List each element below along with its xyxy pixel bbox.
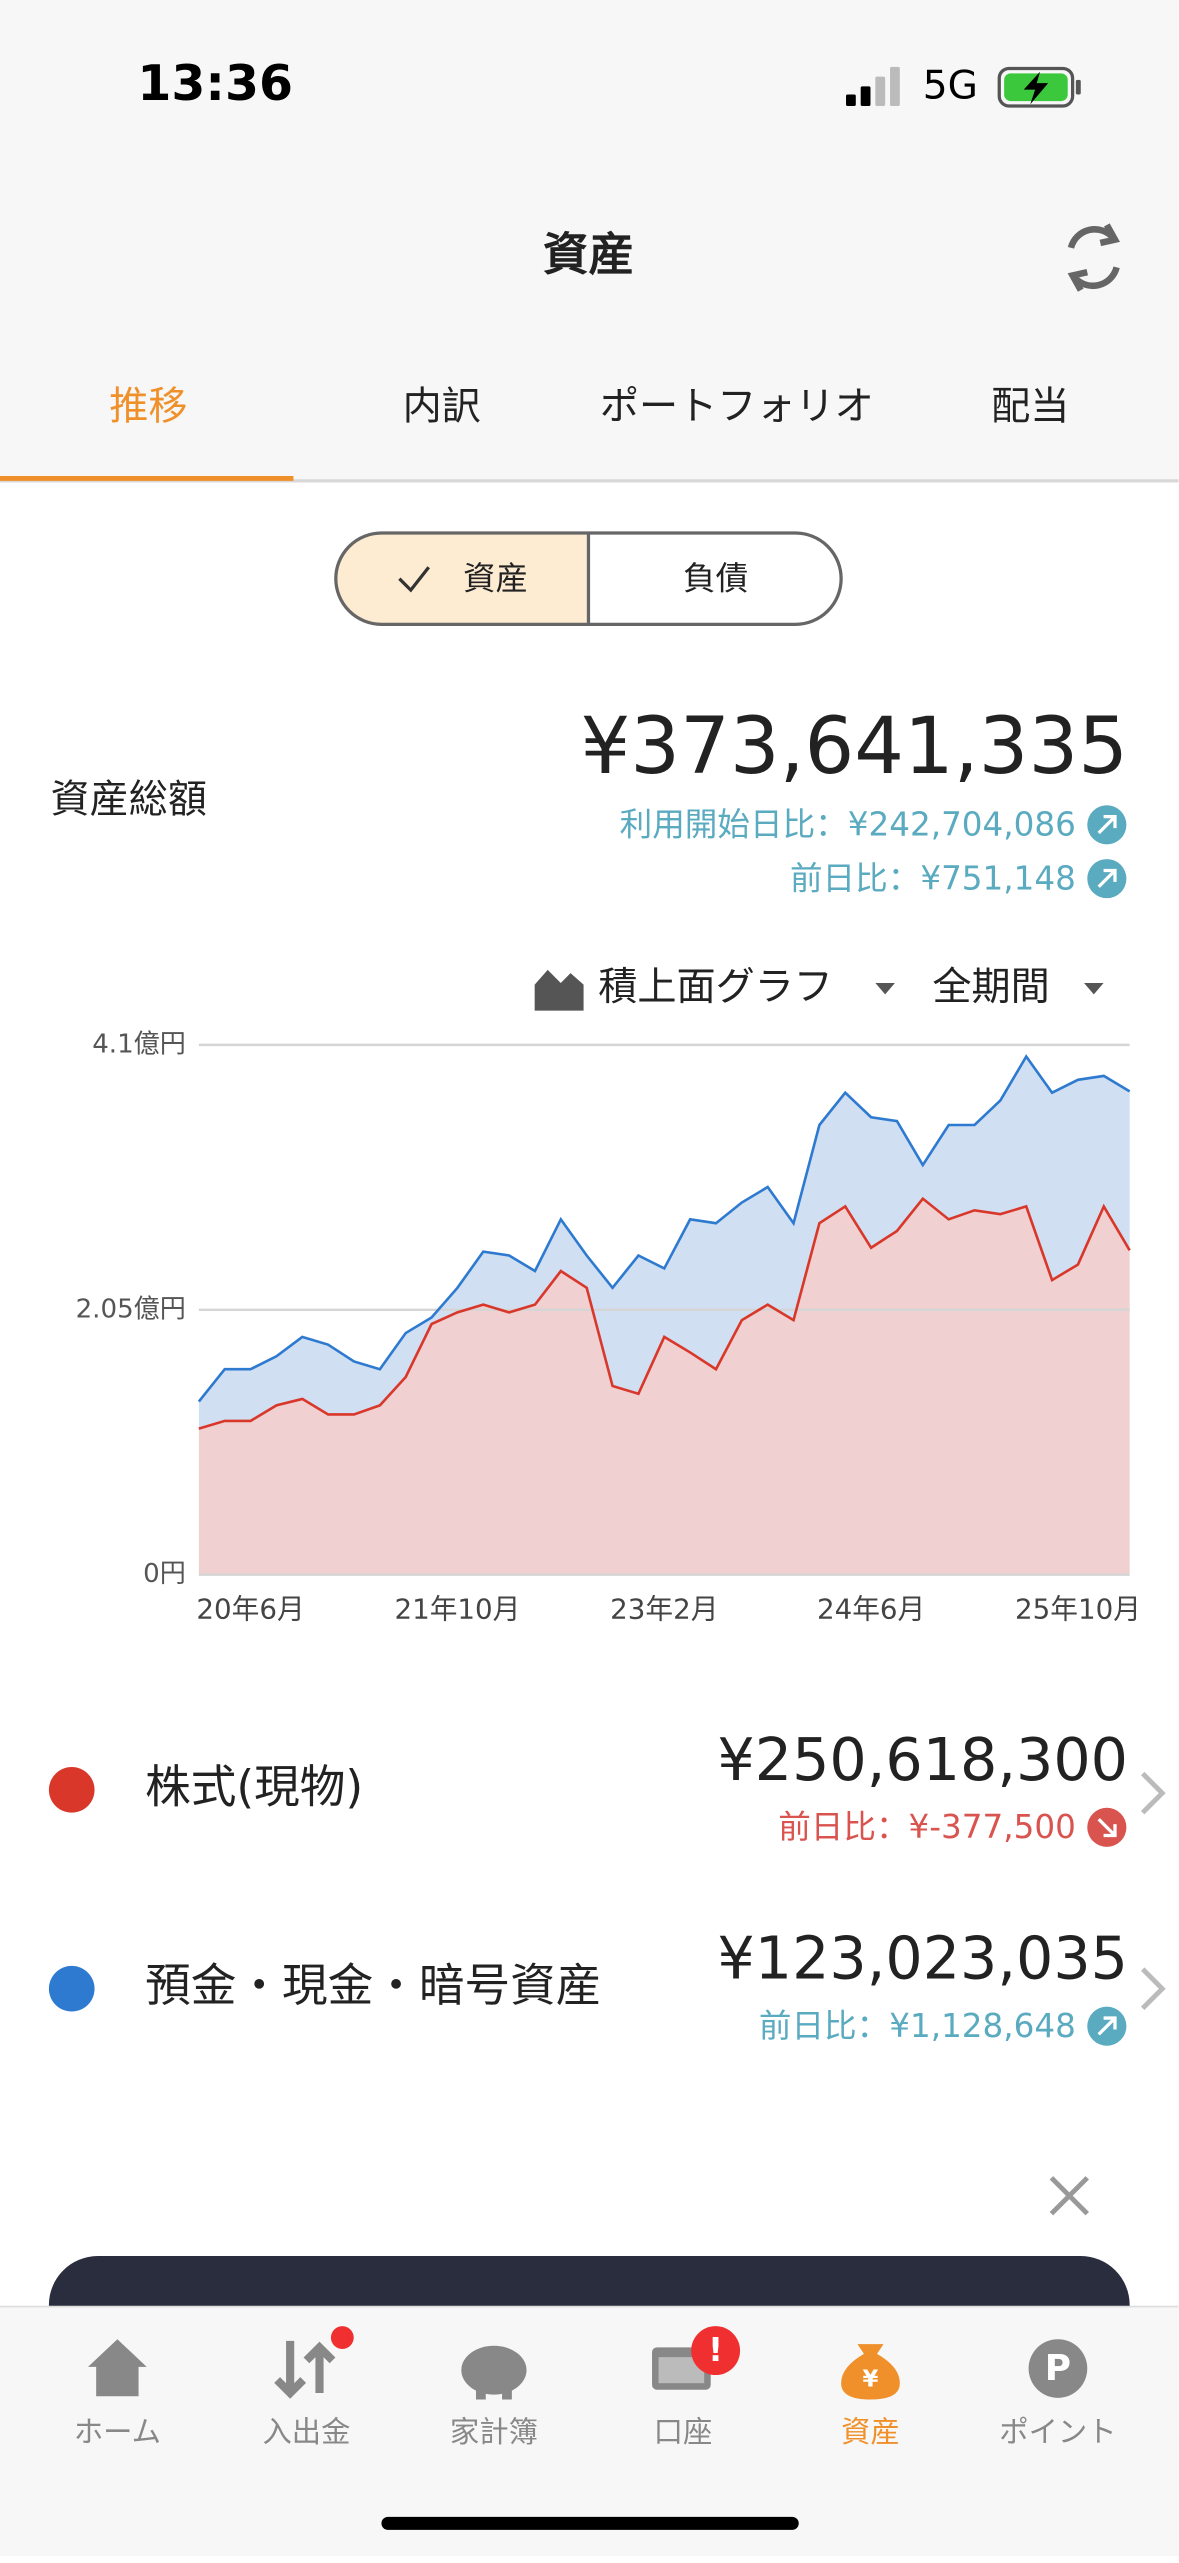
toggle-option[interactable]: 資産 [463, 559, 528, 597]
up-arrow-icon [1087, 805, 1127, 845]
point-icon-text: P [1045, 2348, 1071, 2389]
header-bg [0, 0, 1179, 483]
legend-name: 株式(現物) [145, 1760, 363, 1813]
alert-badge-text: ! [708, 2331, 723, 2369]
x-tick-label: 25年10月 [1015, 1593, 1141, 1626]
line [198, 1196, 1131, 1430]
summary-total: ¥373,641,335 [581, 701, 1129, 792]
refresh-button[interactable] [1067, 223, 1120, 292]
home-icon[interactable] [88, 2339, 147, 2397]
alert-badge [691, 2326, 741, 2376]
check-icon [398, 566, 430, 593]
toggle-active-bg [335, 533, 589, 625]
summary-label: 資産総額 [51, 778, 207, 823]
tab[interactable]: 内訳 [403, 385, 481, 430]
point-icon[interactable] [1028, 2339, 1088, 2398]
piggy-icon[interactable] [461, 2345, 527, 2400]
chevron[interactable] [1140, 1771, 1166, 1815]
y-tick-label: 4.1億円 [92, 1029, 186, 1059]
asset-day-change: 前日比：¥-377,500 [778, 1808, 1076, 1846]
x-tick-label: 20年6月 [196, 1593, 304, 1626]
nav-label[interactable]: 家計簿 [450, 2415, 538, 2449]
status-network: 5G [923, 64, 978, 109]
graph-type-select[interactable]: 積上面グラフ [598, 965, 833, 1010]
x-tick-label: 21年10月 [394, 1593, 520, 1626]
nav-label[interactable]: 口座 [654, 2415, 713, 2449]
home-indicator [381, 2516, 799, 2530]
status-time: 13:36 [137, 55, 293, 112]
nav-label[interactable]: ポイント [999, 2415, 1116, 2449]
nav-label[interactable]: 資産 [841, 2415, 900, 2449]
nav-label[interactable]: ホーム [74, 2415, 161, 2449]
legend-name: 預金・現金・暗号資産 [145, 1959, 601, 2012]
since-start-change: 利用開始日比：¥242,704,086 [620, 805, 1076, 843]
asset-amount: ¥123,023,035 [717, 1925, 1128, 1993]
area [198, 1056, 1130, 1429]
graph-type-icon [534, 969, 584, 1011]
up-arrow-icon [1087, 2006, 1127, 2046]
legend-dot [48, 1767, 95, 1813]
period-select[interactable]: 全期間 [932, 965, 1049, 1010]
tab[interactable]: ポートフォリオ [600, 385, 874, 430]
signal [846, 66, 900, 106]
x-tick-label: 23年2月 [610, 1593, 718, 1626]
area [198, 1198, 1130, 1575]
chevron[interactable] [1140, 1967, 1166, 2011]
chart: 0円 2.05億円 4.1億円 20年6月 21年10月 23年2月 24年6月 25年10月 [76, 1029, 1141, 1625]
tab[interactable]: 配当 [991, 385, 1069, 430]
tab-divider [0, 479, 1179, 483]
dropdown-icon [1084, 982, 1104, 995]
toggle-option[interactable]: 負債 [683, 559, 748, 597]
day-change: 前日比：¥751,148 [790, 859, 1076, 897]
x-tick-label: 24年6月 [817, 1593, 925, 1626]
y-tick-label: 2.05億円 [76, 1294, 186, 1324]
asset-day-change: 前日比：¥1,128,648 [759, 2007, 1076, 2045]
tab-indicator [0, 475, 294, 481]
assets-icon[interactable] [841, 2344, 900, 2400]
notification-dot [330, 2326, 354, 2349]
tab[interactable]: 推移 [109, 385, 187, 430]
nav-label[interactable]: 入出金 [262, 2415, 350, 2449]
y-tick-label: 0円 [143, 1559, 186, 1589]
transfer-icon[interactable] [274, 2340, 336, 2399]
down-arrow-icon [1087, 1807, 1127, 1847]
close-button[interactable] [1049, 2176, 1090, 2216]
page-title: 資産 [543, 228, 634, 281]
line [197, 1054, 1131, 1403]
assets-icon-text: ¥ [863, 2366, 879, 2392]
legend-dot [48, 1965, 95, 2012]
battery [997, 66, 1081, 108]
up-arrow-icon [1087, 859, 1127, 899]
dropdown-icon [875, 982, 895, 995]
asset-amount: ¥250,618,300 [717, 1726, 1128, 1794]
nav-bar [0, 2306, 1179, 2556]
